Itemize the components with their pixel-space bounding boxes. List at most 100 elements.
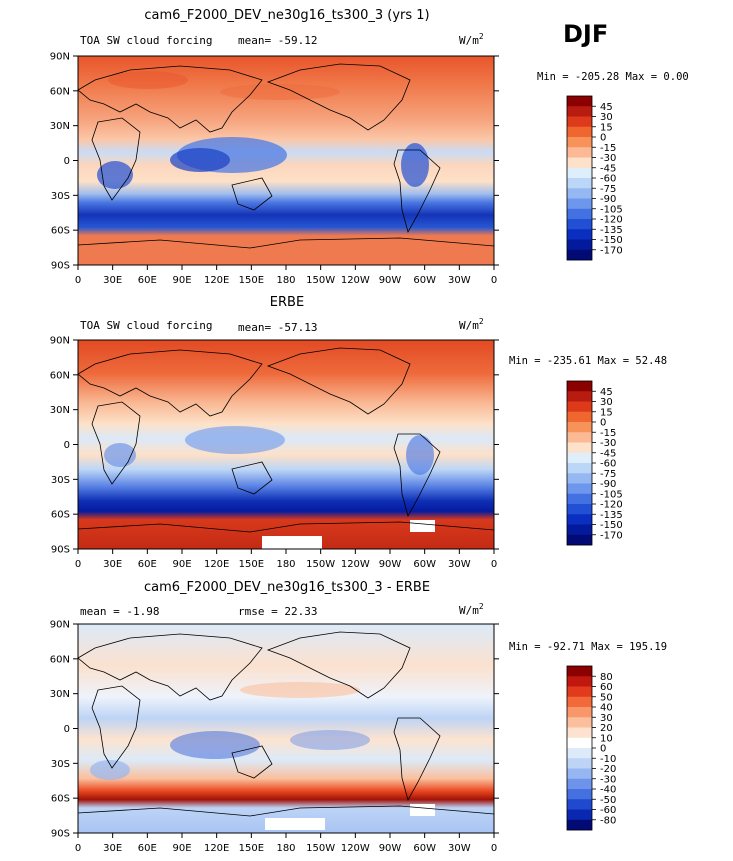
lon-tick-label: 30E [103, 559, 122, 570]
colorbar-swatch [567, 106, 592, 117]
colorbar-swatch [567, 249, 592, 261]
colorbar-swatch [567, 188, 592, 199]
colorbar-swatch [567, 116, 592, 128]
panel-mean-label: mean= -59.12 [238, 34, 317, 47]
colorbar-swatch [567, 737, 592, 749]
lon-tick-label: 0 [75, 843, 81, 854]
arctic-band [108, 71, 188, 89]
lat-tick-label: 30S [51, 759, 70, 770]
colorbar-swatch [567, 452, 592, 464]
eurasia-outline [77, 349, 263, 417]
colorbar-swatch [567, 198, 592, 210]
colorbar-swatch [567, 727, 592, 739]
pacific-diff [290, 730, 370, 750]
panel-minmax: Min = -92.71 Max = 195.19 [509, 641, 667, 653]
amazon-convection [401, 143, 429, 187]
colorbar-swatch [567, 126, 592, 138]
lon-tick-label: 90W [379, 559, 402, 570]
nh-diff-band [240, 682, 360, 698]
colorbar-label: -30 [600, 438, 616, 449]
lon-tick-label: 120W [341, 275, 370, 286]
colorbar-label: -10 [600, 754, 616, 765]
map-field [78, 624, 494, 833]
colorbar-swatch [567, 422, 592, 433]
colorbar-label: -60 [600, 805, 616, 816]
lon-tick-label: 60E [138, 275, 157, 286]
panel-obs: ERBE TOA SW cloud forcing mean= -57.13 W… [50, 295, 667, 570]
north-america-outline [266, 631, 411, 699]
colorbar-swatch [567, 666, 592, 677]
colorbar-swatch [567, 524, 592, 536]
colorbar-label: -40 [600, 785, 616, 796]
panel-title: cam6_F2000_DEV_ne30g16_ts300_3 - ERBE [144, 580, 430, 595]
colorbar-swatch [567, 411, 592, 423]
colorbar-label: 0 [600, 744, 606, 755]
lon-tick-label: 60W [413, 559, 436, 570]
colorbar-swatch [567, 534, 592, 546]
lat-tick-label: 60N [50, 370, 70, 381]
colorbar-label: 45 [600, 102, 613, 113]
lon-tick-label: 120E [204, 559, 229, 570]
north-america-outline [266, 347, 411, 415]
lat-tick-label: 60S [51, 510, 70, 521]
lon-tick-label: 60W [413, 843, 436, 854]
panel-title: cam6_F2000_DEV_ne30g16_ts300_3 (yrs 1) [144, 8, 429, 23]
colorbar-swatch [567, 799, 592, 810]
lon-tick-label: 60W [413, 275, 436, 286]
colorbar-swatch [567, 442, 592, 454]
colorbar-swatch [567, 768, 592, 780]
colorbar-swatch [567, 219, 592, 230]
lon-tick-label: 30E [103, 275, 122, 286]
colorbar-swatch [567, 504, 592, 515]
south-america-outline [393, 149, 441, 234]
lon-tick-label: 0 [491, 275, 497, 286]
lon-tick-label: 0 [75, 559, 81, 570]
colorbar-swatch [567, 717, 592, 728]
lon-tick-label: 150W [306, 275, 335, 286]
lon-tick-label: 90E [172, 275, 191, 286]
colorbar-swatch [567, 401, 592, 413]
colorbar-label: -90 [600, 479, 616, 490]
lon-tick-label: 180 [276, 275, 295, 286]
colorbar-label: -50 [600, 795, 616, 806]
missing-data-region [262, 536, 322, 549]
panel-left-label: mean = -1.98 [80, 605, 159, 618]
lat-tick-label: 90S [51, 261, 70, 272]
panel-left-label: TOA SW cloud forcing [80, 319, 212, 332]
colorbar-label: -120 [600, 215, 623, 226]
africa-convection [97, 161, 133, 189]
colorbar-swatch [567, 789, 592, 800]
coastlines [77, 347, 495, 533]
colorbar-swatch [567, 809, 592, 821]
colorbar-swatch [567, 157, 592, 169]
lon-tick-label: 150E [239, 559, 264, 570]
warm-pool-diff [170, 731, 260, 759]
lon-tick-label: 180 [276, 559, 295, 570]
colorbar-label: -120 [600, 500, 623, 511]
panel-model: cam6_F2000_DEV_ne30g16_ts300_3 (yrs 1) T… [50, 8, 689, 286]
lat-tick-label: 90N [50, 620, 70, 631]
panel-units: W/m2 [459, 32, 484, 47]
colorbar-label: -150 [600, 520, 623, 531]
lon-tick-label: 30W [448, 275, 471, 286]
colorbar-swatch [567, 178, 592, 189]
colorbar-label: -60 [600, 174, 616, 185]
africa-outline [91, 117, 141, 201]
colorbar-label: 0 [600, 133, 606, 144]
antarctica-outline [77, 237, 495, 249]
colorbar-label: -105 [600, 489, 623, 500]
lon-tick-label: 150E [239, 275, 264, 286]
colorbar-swatch [567, 137, 592, 148]
colorbar-swatch [567, 819, 592, 831]
south-america-outline [393, 433, 441, 518]
lat-tick-label: 60S [51, 226, 70, 237]
africa-convection [104, 443, 136, 467]
panel-title: ERBE [270, 295, 304, 310]
colorbar-label: 10 [600, 733, 613, 744]
colorbar-label: -75 [600, 469, 616, 480]
colorbar-swatch [567, 483, 592, 495]
colorbar-swatch [567, 96, 592, 107]
colorbar-label: -60 [600, 459, 616, 470]
lon-tick-label: 30E [103, 843, 122, 854]
